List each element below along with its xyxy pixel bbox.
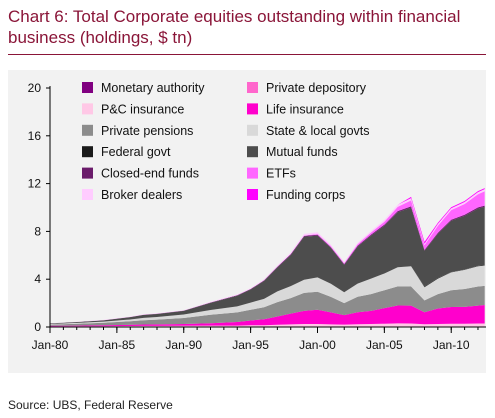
area-layers <box>50 188 485 327</box>
x-tick-label: Jan-00 <box>299 338 336 352</box>
legend-label: Private depository <box>266 81 367 95</box>
legend-label: Closed-end funds <box>101 167 199 181</box>
chart-title: Chart 6: Total Corporate equities outsta… <box>8 7 461 47</box>
legend-label: Federal govt <box>101 145 171 159</box>
area-private-pensions <box>50 285 485 326</box>
legend-label: Private pensions <box>101 124 193 138</box>
y-tick-label: 0 <box>34 320 41 334</box>
area-pandc-insurance <box>50 323 485 327</box>
legend-label: P&C insurance <box>101 102 184 116</box>
axes: 0 4 8 12 16 20 Jan-80 Jan-85 Jan-90 Jan-95 Jan-00 J… <box>28 81 486 352</box>
legend-swatch <box>247 146 258 158</box>
x-tick-label: Jan-85 <box>99 338 136 352</box>
legend-swatch <box>247 103 258 115</box>
legend-item-closed-end-funds: Closed-end funds <box>82 167 199 181</box>
legend-label: State & local govts <box>266 124 370 138</box>
legend-swatch <box>82 167 93 179</box>
legend-swatch <box>82 82 93 93</box>
legend-item-broker-dealers: Broker dealers <box>82 188 182 202</box>
area-life-insurance <box>50 305 485 327</box>
area-mutual-funds <box>50 206 485 324</box>
legend-label: Life insurance <box>266 102 344 116</box>
area-state-and-local-govts <box>50 265 485 325</box>
legend: Monetary authority Private depository P&C … <box>82 81 370 202</box>
legend-swatch <box>247 189 258 200</box>
legend-swatch <box>247 124 258 136</box>
legend-item-state-and-local-govts: State & local govts <box>247 124 370 138</box>
legend-item-etfs: ETFs <box>247 167 296 181</box>
x-tick-label: Jan-10 <box>433 338 470 352</box>
legend-item-federal-govt: Federal govt <box>82 145 171 159</box>
legend-item-mutual-funds: Mutual funds <box>247 145 338 159</box>
legend-swatch <box>82 103 93 115</box>
source-note: Source: UBS, Federal Reserve <box>8 398 173 412</box>
y-tick-label: 16 <box>28 129 42 143</box>
legend-item-private-pensions: Private pensions <box>82 124 193 138</box>
legend-swatch <box>82 189 93 200</box>
legend-label: ETFs <box>266 167 296 181</box>
legend-item-funding-corps: Funding corps <box>247 188 345 202</box>
legend-item-life-insurance: Life insurance <box>247 102 344 116</box>
legend-swatch <box>82 146 93 158</box>
y-tick-label: 20 <box>28 81 42 95</box>
x-tick-label: Jan-95 <box>232 338 269 352</box>
title-divider <box>8 54 486 55</box>
x-tick-label: Jan-80 <box>32 338 69 352</box>
y-tick-label: 4 <box>34 272 41 286</box>
x-tick-label: Jan-90 <box>165 338 202 352</box>
legend-item-private-depository: Private depository <box>247 81 367 95</box>
legend-label: Funding corps <box>266 188 345 202</box>
legend-swatch <box>247 82 258 93</box>
legend-label: Broker dealers <box>101 188 182 202</box>
legend-label: Monetary authority <box>101 81 205 95</box>
legend-item-monetary-authority: Monetary authority <box>82 81 205 95</box>
y-tick-label: 12 <box>28 177 42 191</box>
legend-swatch <box>247 167 258 179</box>
legend-swatch <box>82 124 93 136</box>
y-tick-label: 8 <box>34 224 41 238</box>
legend-item-pandc-insurance: P&C insurance <box>82 102 184 116</box>
legend-label: Mutual funds <box>266 145 338 159</box>
x-tick-label: Jan-05 <box>366 338 403 352</box>
